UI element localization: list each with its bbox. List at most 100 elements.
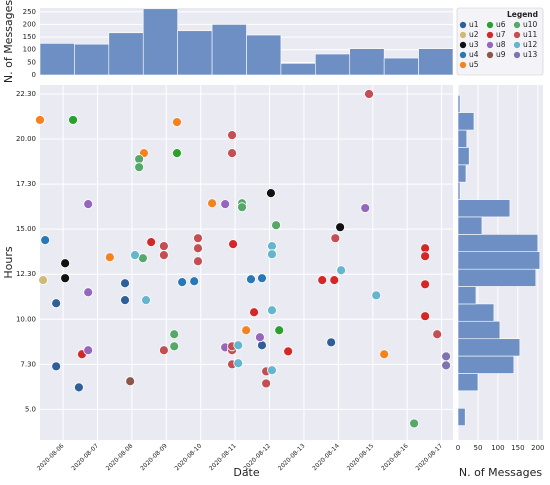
y-tick-label: 22.30 bbox=[16, 90, 36, 98]
point bbox=[266, 188, 276, 199]
point bbox=[317, 275, 328, 286]
point bbox=[60, 273, 71, 284]
point bbox=[441, 351, 452, 362]
point bbox=[329, 275, 340, 286]
legend-marker bbox=[513, 21, 521, 29]
y-tick-label: 100 bbox=[23, 46, 36, 54]
point bbox=[420, 251, 431, 262]
legend-marker bbox=[459, 21, 467, 29]
bar bbox=[418, 48, 454, 76]
point bbox=[267, 305, 277, 316]
legend-marker bbox=[486, 21, 494, 29]
legend-box bbox=[456, 7, 544, 76]
bar bbox=[39, 43, 75, 76]
point bbox=[335, 222, 346, 233]
point bbox=[267, 249, 277, 260]
point bbox=[227, 148, 237, 159]
legend-marker bbox=[513, 51, 521, 59]
point bbox=[51, 298, 62, 309]
x-tick-label: 2020-08-16 bbox=[380, 442, 410, 472]
x-tick-label: 2020-08-07 bbox=[70, 442, 100, 472]
bar bbox=[457, 112, 475, 131]
y-tick-label: 12.30 bbox=[16, 270, 36, 278]
legend-label: u11 bbox=[523, 30, 538, 39]
point bbox=[257, 273, 267, 284]
y-tick-label: 50 bbox=[27, 58, 36, 66]
point bbox=[35, 115, 45, 125]
point bbox=[441, 360, 452, 371]
legend-label: u2 bbox=[469, 30, 479, 39]
point bbox=[172, 117, 182, 128]
point bbox=[432, 329, 443, 340]
point bbox=[158, 250, 169, 261]
point bbox=[237, 202, 247, 213]
point bbox=[134, 162, 145, 173]
point bbox=[169, 341, 180, 352]
point bbox=[177, 277, 188, 288]
point bbox=[141, 295, 151, 306]
x-tick-label: 2020-08-06 bbox=[36, 442, 66, 472]
legend-marker bbox=[513, 31, 521, 39]
bar bbox=[457, 407, 466, 426]
y-tick-label: 17.30 bbox=[16, 180, 36, 188]
bar bbox=[211, 24, 247, 76]
point bbox=[104, 252, 115, 263]
legend-label: u10 bbox=[523, 20, 538, 29]
point bbox=[267, 365, 277, 376]
point bbox=[271, 220, 281, 231]
y-tick-label: 10.00 bbox=[16, 315, 36, 323]
point bbox=[371, 290, 382, 301]
x-tick-label: 2020-08-13 bbox=[277, 442, 307, 472]
bar bbox=[457, 199, 511, 218]
bar bbox=[457, 94, 461, 113]
point bbox=[83, 199, 94, 210]
bar bbox=[457, 234, 539, 252]
bar bbox=[457, 164, 467, 183]
y-tick-label: 15.00 bbox=[16, 225, 36, 233]
y-tick-label: 200 bbox=[23, 20, 36, 28]
legend-label: u13 bbox=[523, 50, 538, 59]
bar bbox=[280, 63, 316, 76]
legend-title: Legend bbox=[507, 10, 538, 19]
legend-label: u12 bbox=[523, 40, 538, 49]
point bbox=[68, 115, 78, 125]
point bbox=[172, 148, 182, 159]
legend-marker bbox=[486, 31, 494, 39]
point bbox=[38, 275, 48, 286]
point bbox=[193, 243, 203, 254]
point bbox=[364, 89, 374, 99]
x-tick-label: 150 bbox=[511, 444, 524, 452]
legend-marker bbox=[459, 31, 467, 39]
x-axis-label: Date bbox=[233, 466, 260, 479]
legend-label: u6 bbox=[496, 20, 506, 29]
point bbox=[158, 241, 169, 252]
legend-label: u8 bbox=[496, 40, 506, 49]
x-tick-label: 2020-08-15 bbox=[346, 442, 376, 472]
point bbox=[283, 346, 294, 357]
legend-label: u4 bbox=[469, 50, 479, 59]
legend-label: u1 bbox=[469, 20, 479, 29]
bar bbox=[383, 57, 419, 76]
y-axis-label: Hours bbox=[2, 246, 15, 278]
point bbox=[134, 154, 145, 164]
x-tick-label: 50 bbox=[473, 444, 482, 452]
bar bbox=[74, 43, 110, 76]
bar bbox=[349, 48, 385, 76]
bar bbox=[108, 32, 144, 76]
point bbox=[130, 250, 140, 261]
point bbox=[246, 274, 256, 285]
point bbox=[330, 233, 341, 244]
legend-label: u9 bbox=[496, 50, 506, 59]
point bbox=[207, 198, 217, 209]
x-tick-label: 0 bbox=[456, 444, 460, 452]
point bbox=[125, 376, 136, 387]
x-tick-label: 100 bbox=[491, 444, 504, 452]
point bbox=[257, 340, 267, 351]
bar bbox=[457, 303, 495, 322]
y-tick-label: 5.0 bbox=[25, 405, 36, 413]
bar bbox=[457, 216, 483, 235]
x-tick-label: 2020-08-17 bbox=[415, 442, 445, 472]
point bbox=[220, 199, 231, 210]
x-axis-label: N. of Messages bbox=[459, 466, 543, 479]
x-tick-label: 2020-08-08 bbox=[105, 442, 135, 472]
